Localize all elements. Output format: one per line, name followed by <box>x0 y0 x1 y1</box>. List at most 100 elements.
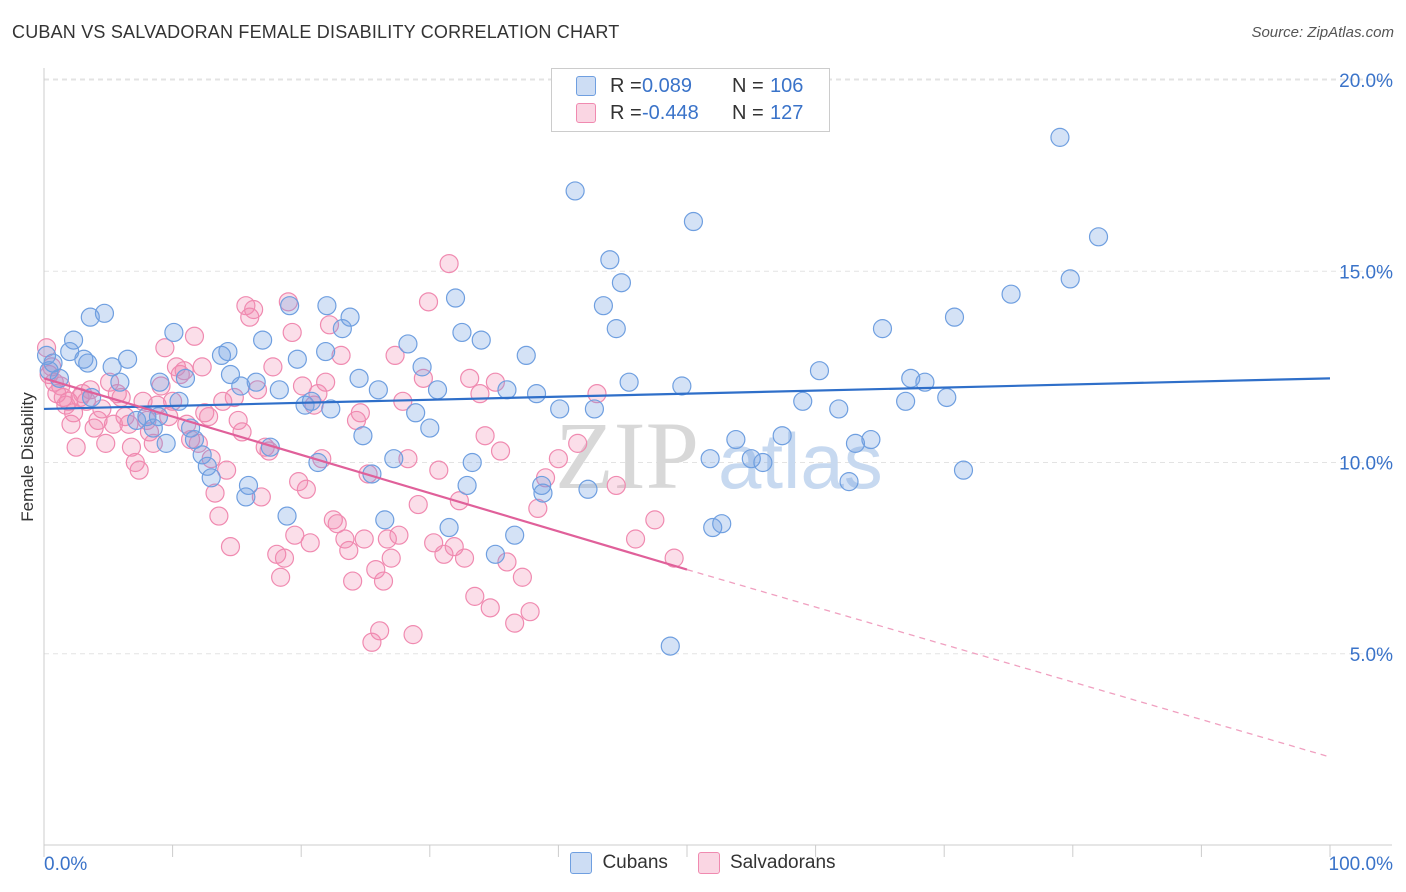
cubans-point <box>505 525 525 545</box>
cubans-point <box>49 368 70 388</box>
salvadorans-legend-swatch <box>697 852 720 874</box>
salvadorans-point <box>480 598 500 618</box>
salvadorans-point <box>370 621 390 641</box>
salvadorans-point <box>454 548 475 568</box>
cubans-point <box>231 376 251 396</box>
cubans-point <box>753 452 773 473</box>
salvadorans-point <box>343 571 363 591</box>
cubans-point <box>619 372 639 392</box>
salvadorans-point <box>377 529 397 549</box>
salvadorans-point <box>285 525 305 545</box>
salvadorans-point <box>220 537 241 557</box>
salvadorans-point <box>408 494 428 515</box>
salvadorans-point <box>429 460 449 480</box>
salvadorans-trend-line <box>43 377 688 571</box>
salvadorans-point <box>418 292 439 312</box>
cubans-point <box>340 307 360 327</box>
cubans-point <box>839 472 859 492</box>
salvadorans-point <box>199 407 219 427</box>
cubans-legend-label: Cubans <box>602 852 668 873</box>
salvadorans-point <box>465 586 485 606</box>
salvadorans-point <box>53 387 73 408</box>
legend-n-value: 127 <box>770 101 804 124</box>
axes <box>43 68 1392 857</box>
cubans-point <box>321 399 341 419</box>
cubans-point <box>660 636 680 656</box>
salvadorans-point <box>66 437 86 457</box>
cubans-point <box>712 514 732 534</box>
salvadorans-point <box>61 414 81 434</box>
y-tick-label: 15.0% <box>1339 262 1393 283</box>
cubans-point <box>683 211 704 232</box>
cubans-point <box>1088 227 1109 247</box>
cubans-points <box>36 127 1109 656</box>
cubans-point <box>197 456 217 476</box>
cubans-point <box>532 475 552 496</box>
salvadorans-point <box>96 433 116 453</box>
cubans-point <box>287 349 307 369</box>
cubans-point <box>301 391 322 411</box>
cubans-point <box>829 399 849 419</box>
cubans-point <box>578 479 598 499</box>
salvadorans-point <box>385 345 405 365</box>
cubans-point <box>332 319 352 339</box>
cubans-point <box>497 380 517 400</box>
legend-n-value: 106 <box>770 74 804 97</box>
cubans-point <box>937 387 957 408</box>
x-tick-label-min: 0.0% <box>44 854 87 875</box>
cubans-point <box>280 296 300 316</box>
cubans-point <box>872 319 893 339</box>
cubans-point <box>36 345 57 365</box>
salvadorans-point <box>587 384 607 404</box>
cubans-point <box>550 399 570 419</box>
salvadorans-point <box>99 372 120 392</box>
salvadorans-point <box>300 533 320 553</box>
chart-title: CUBAN VS SALVADORAN FEMALE DISABILITY CO… <box>12 22 620 42</box>
salvadorans-point <box>398 449 418 469</box>
salvadorans-point <box>271 567 291 587</box>
salvadorans-point <box>434 544 454 564</box>
y-tick-label: 10.0% <box>1339 454 1393 475</box>
salvadorans-point <box>439 254 459 274</box>
salvadorans-point <box>319 315 340 335</box>
salvadorans-point <box>373 571 394 591</box>
cubans-point <box>375 510 395 530</box>
legend-row-salvadorans: R = -0.448 N = 127 <box>576 100 803 126</box>
cubans-point <box>368 380 388 400</box>
salvadorans-point <box>389 525 409 545</box>
cubans-point <box>726 429 746 450</box>
cubans-legend-swatch <box>570 852 593 874</box>
trend-lines <box>43 377 1331 758</box>
y-tick-label: 5.0% <box>1350 645 1393 666</box>
salvadorans-point <box>485 372 505 392</box>
salvadorans-point <box>403 625 423 645</box>
salvadorans-trend-extension <box>686 568 1331 758</box>
cubans-point <box>1060 269 1080 289</box>
cubans-point <box>606 319 626 339</box>
cubans-point <box>741 449 761 469</box>
salvadorans-swatch <box>576 103 596 123</box>
salvadorans-point <box>155 338 175 358</box>
salvadorans-point <box>490 441 511 461</box>
cubans-point <box>584 399 605 419</box>
cubans-point <box>102 357 122 377</box>
cubans-point <box>445 288 466 308</box>
salvadorans-point <box>121 437 142 457</box>
cubans-point <box>471 330 491 350</box>
watermark: ZIP atlas <box>555 402 883 509</box>
salvadorans-point <box>470 384 490 404</box>
salvadorans-point <box>520 602 540 622</box>
cubans-point <box>485 544 505 564</box>
salvadorans-point <box>460 368 480 388</box>
salvadorans-point <box>192 357 212 377</box>
salvadorans-point <box>316 372 336 392</box>
salvadorans-point <box>217 460 237 480</box>
cubans-point <box>80 307 100 327</box>
grid-lines <box>44 78 1392 655</box>
cubans-point <box>175 368 196 388</box>
salvadorans-point <box>327 514 347 534</box>
cubans-point <box>398 334 418 354</box>
cubans-point <box>845 433 866 453</box>
salvadorans-point <box>139 422 160 442</box>
watermark-atlas: atlas <box>718 417 883 505</box>
